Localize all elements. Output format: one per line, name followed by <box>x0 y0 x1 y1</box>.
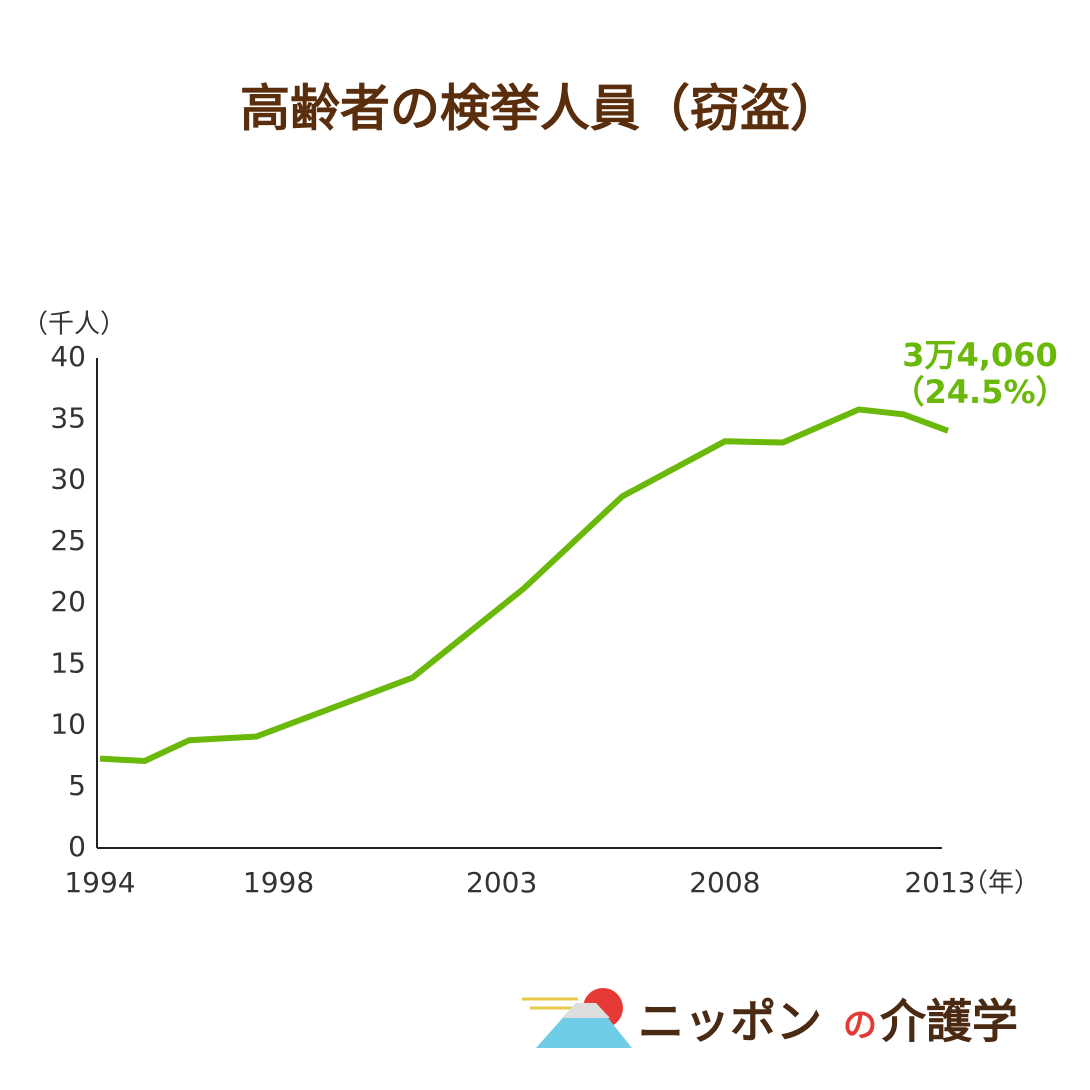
y-unit: （千人） <box>22 310 126 340</box>
y-tick-label: 0 <box>68 830 86 863</box>
logo: ニッポン の 介護学 <box>522 988 1018 1049</box>
chart-title: 高齢者の検挙人員（窃盗） <box>240 80 840 138</box>
y-tick-label: 35 <box>50 401 86 434</box>
y-tick-label: 25 <box>50 524 86 557</box>
line <box>99 406 950 765</box>
x-tick-label: 1994 <box>64 866 135 899</box>
y-tick-label: 30 <box>50 463 86 496</box>
logo-text: ニッポン <box>638 995 822 1049</box>
x-unit: （年） <box>962 869 1040 899</box>
x-tick-label: 2008 <box>689 866 760 899</box>
annotation: （24.5%） <box>892 373 1067 411</box>
annotation: 3万4,060 <box>902 336 1058 374</box>
y-tick-label: 10 <box>50 708 86 741</box>
x-tick-label: 1998 <box>243 866 314 899</box>
x-tick-label: 2003 <box>466 866 537 899</box>
y-tick-label: 5 <box>68 769 86 802</box>
y-tick-label: 20 <box>50 585 86 618</box>
y-tick-label: 40 <box>50 340 86 373</box>
logo-text: 介護学 <box>880 995 1018 1049</box>
logo-text: の <box>843 1006 877 1046</box>
y-tick-label: 15 <box>50 646 86 679</box>
x-tick-label: 2013 <box>904 866 975 899</box>
